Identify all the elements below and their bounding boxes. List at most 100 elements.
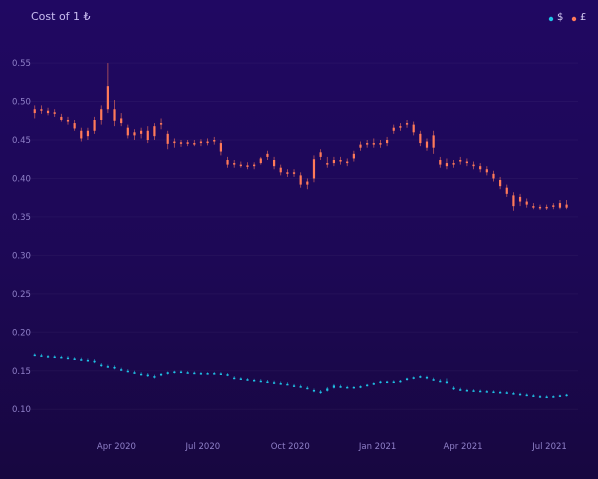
legend-swatch-gbp xyxy=(571,16,577,22)
candle-body-gbp xyxy=(492,173,495,179)
candle-body-gbp xyxy=(352,153,355,159)
candle-body-gbp xyxy=(366,143,369,145)
candle-body-usd xyxy=(425,376,429,379)
candle-body-usd xyxy=(538,396,542,398)
candle-body-gbp xyxy=(120,118,123,124)
candle-body-usd xyxy=(53,356,56,359)
candle-body-usd xyxy=(445,381,449,384)
candle-body-gbp xyxy=(499,180,502,187)
candle-body-usd xyxy=(346,386,349,389)
candle-body-usd xyxy=(66,357,70,360)
candle-body-usd xyxy=(159,373,163,376)
candle-body-usd xyxy=(359,386,362,388)
candle-body-gbp xyxy=(479,166,482,170)
candle-body-usd xyxy=(412,377,415,379)
grid-lines xyxy=(30,62,578,410)
candle-body-usd xyxy=(439,380,442,383)
candle-body-gbp xyxy=(113,109,116,121)
candle-body-usd xyxy=(505,392,508,394)
candle-body-usd xyxy=(106,366,109,368)
candle-body-gbp xyxy=(193,143,196,145)
candle-body-usd xyxy=(266,381,269,384)
candle-body-usd xyxy=(565,394,568,397)
x-tick-label: Apr 2020 xyxy=(97,442,136,452)
chart-title: Cost of 1 ₺ xyxy=(31,10,91,23)
candle-body-usd xyxy=(140,373,143,376)
candle-body-usd xyxy=(206,373,209,375)
candle-body-gbp xyxy=(206,141,209,144)
candle-body-gbp xyxy=(100,109,103,120)
candle-body-usd xyxy=(286,383,289,386)
legend-swatch-usd xyxy=(548,16,554,22)
candle-body-gbp xyxy=(272,160,276,167)
candle-body-gbp xyxy=(518,196,522,202)
candle-body-gbp xyxy=(359,144,362,148)
candle-body-usd xyxy=(352,386,355,389)
candle-body-usd xyxy=(319,391,322,394)
candle-body-gbp xyxy=(106,86,109,110)
candle-body-usd xyxy=(146,374,149,377)
candle-body-gbp xyxy=(86,130,90,137)
candle-body-usd xyxy=(472,390,475,392)
candle-body-gbp xyxy=(159,123,163,125)
y-tick-label: 0.50 xyxy=(12,98,31,108)
candle-body-usd xyxy=(233,377,236,380)
candle-body-gbp xyxy=(346,161,349,164)
candle-body-usd xyxy=(199,373,203,375)
legend: $ £ xyxy=(548,12,586,23)
candle-body-usd xyxy=(80,359,83,361)
candle-body-gbp xyxy=(299,175,302,185)
candle-body-gbp xyxy=(472,164,475,167)
candle-body-usd xyxy=(219,373,222,375)
candle-body-usd xyxy=(239,378,242,380)
candle-body-usd xyxy=(366,384,369,387)
candle-body-usd xyxy=(459,389,462,391)
x-tick-label: Apr 2021 xyxy=(444,442,483,452)
candle-body-usd xyxy=(299,386,302,388)
candle-body-gbp xyxy=(545,206,548,209)
candle-body-gbp xyxy=(199,141,203,144)
candle-body-usd xyxy=(93,360,96,363)
candle-body-usd xyxy=(46,356,50,358)
candle-body-gbp xyxy=(558,203,562,208)
candle-body-gbp xyxy=(452,163,455,165)
candle-body-usd xyxy=(372,383,375,385)
candle-body-gbp xyxy=(33,109,36,114)
candle-body-usd xyxy=(60,356,63,359)
candle-body-usd xyxy=(292,385,296,387)
candle-body-usd xyxy=(126,370,129,373)
candle-body-usd xyxy=(386,381,389,384)
candle-body-gbp xyxy=(439,160,442,165)
candle-body-gbp xyxy=(266,153,269,157)
candle-body-usd xyxy=(432,379,435,381)
candle-body-usd xyxy=(532,395,535,397)
candle-body-usd xyxy=(213,373,216,375)
candle-body-gbp xyxy=(372,143,375,145)
x-tick-label: Oct 2020 xyxy=(271,442,310,452)
candle-body-gbp xyxy=(186,142,189,144)
candle-body-gbp xyxy=(459,160,462,162)
candle-body-usd xyxy=(499,391,502,394)
candle-body-gbp xyxy=(253,164,256,167)
candle-body-gbp xyxy=(419,133,422,144)
candle-body-usd xyxy=(485,391,488,393)
candle-body-usd xyxy=(100,364,103,367)
candle-body-gbp xyxy=(532,206,535,208)
y-axis-ticks: 0.10 0.15 0.20 0.25 0.30 0.35 0.40 0.45 0.50 0.55 xyxy=(12,59,31,415)
y-tick-label: 0.45 xyxy=(12,136,31,146)
candle-body-gbp xyxy=(40,109,43,111)
candle-body-usd xyxy=(379,381,382,384)
candle-body-gbp xyxy=(93,120,96,131)
candle-body-usd xyxy=(545,396,548,399)
candle-body-usd xyxy=(525,394,528,397)
candle-body-gbp xyxy=(73,123,76,129)
candle-body-gbp xyxy=(332,160,336,164)
candle-body-usd xyxy=(186,372,189,374)
candle-body-gbp xyxy=(512,195,515,207)
candle-body-gbp xyxy=(319,152,322,157)
candle-body-gbp xyxy=(538,206,542,209)
candle-body-usd xyxy=(40,355,43,357)
candle-body-usd xyxy=(479,390,482,393)
candle-body-usd xyxy=(166,372,169,374)
